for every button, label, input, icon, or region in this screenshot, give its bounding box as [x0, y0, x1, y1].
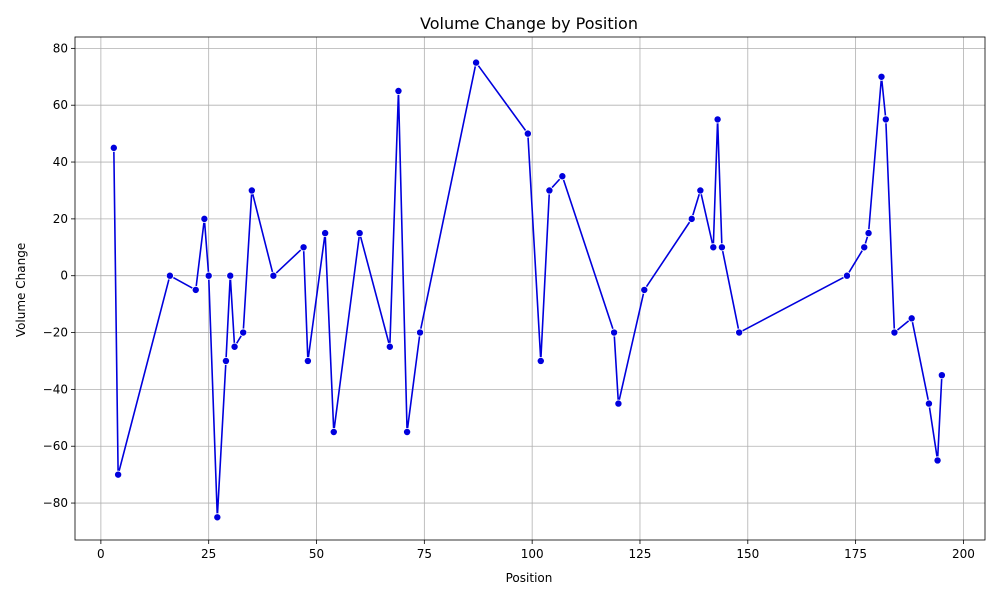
data-point — [114, 470, 123, 479]
data-point — [558, 172, 567, 181]
data-point — [545, 186, 554, 195]
x-tick-label: 100 — [521, 547, 544, 561]
y-tick-label: 80 — [53, 41, 68, 55]
data-point — [696, 186, 705, 195]
data-point — [204, 271, 213, 280]
plot-frame — [74, 36, 986, 541]
data-point — [610, 328, 619, 337]
x-tick-label: 150 — [736, 547, 759, 561]
data-point — [165, 271, 174, 280]
data-point — [385, 342, 394, 351]
y-axis-title: Volume Change — [14, 243, 28, 337]
data-point — [394, 86, 403, 95]
series-line — [113, 61, 943, 519]
data-point — [717, 243, 726, 252]
data-point — [907, 314, 916, 323]
data-point — [687, 214, 696, 223]
data-point — [536, 356, 545, 365]
x-tick-label: 75 — [417, 547, 432, 561]
data-point — [329, 428, 338, 437]
data-point — [933, 456, 942, 465]
data-point — [842, 271, 851, 280]
data-point — [864, 229, 873, 238]
data-point — [416, 328, 425, 337]
axes: 0 25 50 75 100 125 150 175 200 −80 −60 −40 −20 0 20 40 6… — [43, 36, 986, 561]
y-tick-label: −60 — [43, 439, 68, 453]
x-tick-label: 50 — [309, 547, 324, 561]
data-point — [472, 58, 481, 67]
chart-title: Volume Change by Position — [420, 14, 638, 33]
data-point — [303, 356, 312, 365]
data-point — [191, 285, 200, 294]
y-tick-label: 20 — [53, 212, 68, 226]
data-point — [937, 371, 946, 380]
data-point — [523, 129, 532, 138]
x-tick-label: 0 — [97, 547, 105, 561]
data-point — [709, 243, 718, 252]
data-point — [890, 328, 899, 337]
data-markers — [109, 58, 946, 522]
y-tick-label: 40 — [53, 155, 68, 169]
data-series — [113, 61, 943, 519]
y-tick-label: −40 — [43, 382, 68, 396]
data-point — [239, 328, 248, 337]
x-tick-label: 200 — [952, 547, 975, 561]
data-point — [299, 243, 308, 252]
x-axis-title: Position — [506, 571, 553, 585]
data-point — [200, 214, 209, 223]
x-tick-label: 125 — [629, 547, 652, 561]
data-point — [924, 399, 933, 408]
data-point — [213, 513, 222, 522]
data-point — [713, 115, 722, 124]
data-point — [321, 229, 330, 238]
data-point — [226, 271, 235, 280]
data-point — [735, 328, 744, 337]
x-tick-label: 25 — [201, 547, 216, 561]
y-tick-label: 60 — [53, 98, 68, 112]
data-point — [269, 271, 278, 280]
data-point — [881, 115, 890, 124]
data-point — [614, 399, 623, 408]
data-point — [355, 229, 364, 238]
data-point — [221, 356, 230, 365]
y-tick-label: −20 — [43, 326, 68, 340]
data-point — [230, 342, 239, 351]
data-point — [403, 428, 412, 437]
data-point — [109, 143, 118, 152]
x-tick-label: 175 — [844, 547, 867, 561]
data-point — [877, 72, 886, 81]
data-point — [640, 285, 649, 294]
y-tick-label: 0 — [60, 269, 68, 283]
grid-lines — [75, 37, 985, 540]
y-tick-label: −80 — [43, 496, 68, 510]
data-point — [860, 243, 869, 252]
data-point — [247, 186, 256, 195]
